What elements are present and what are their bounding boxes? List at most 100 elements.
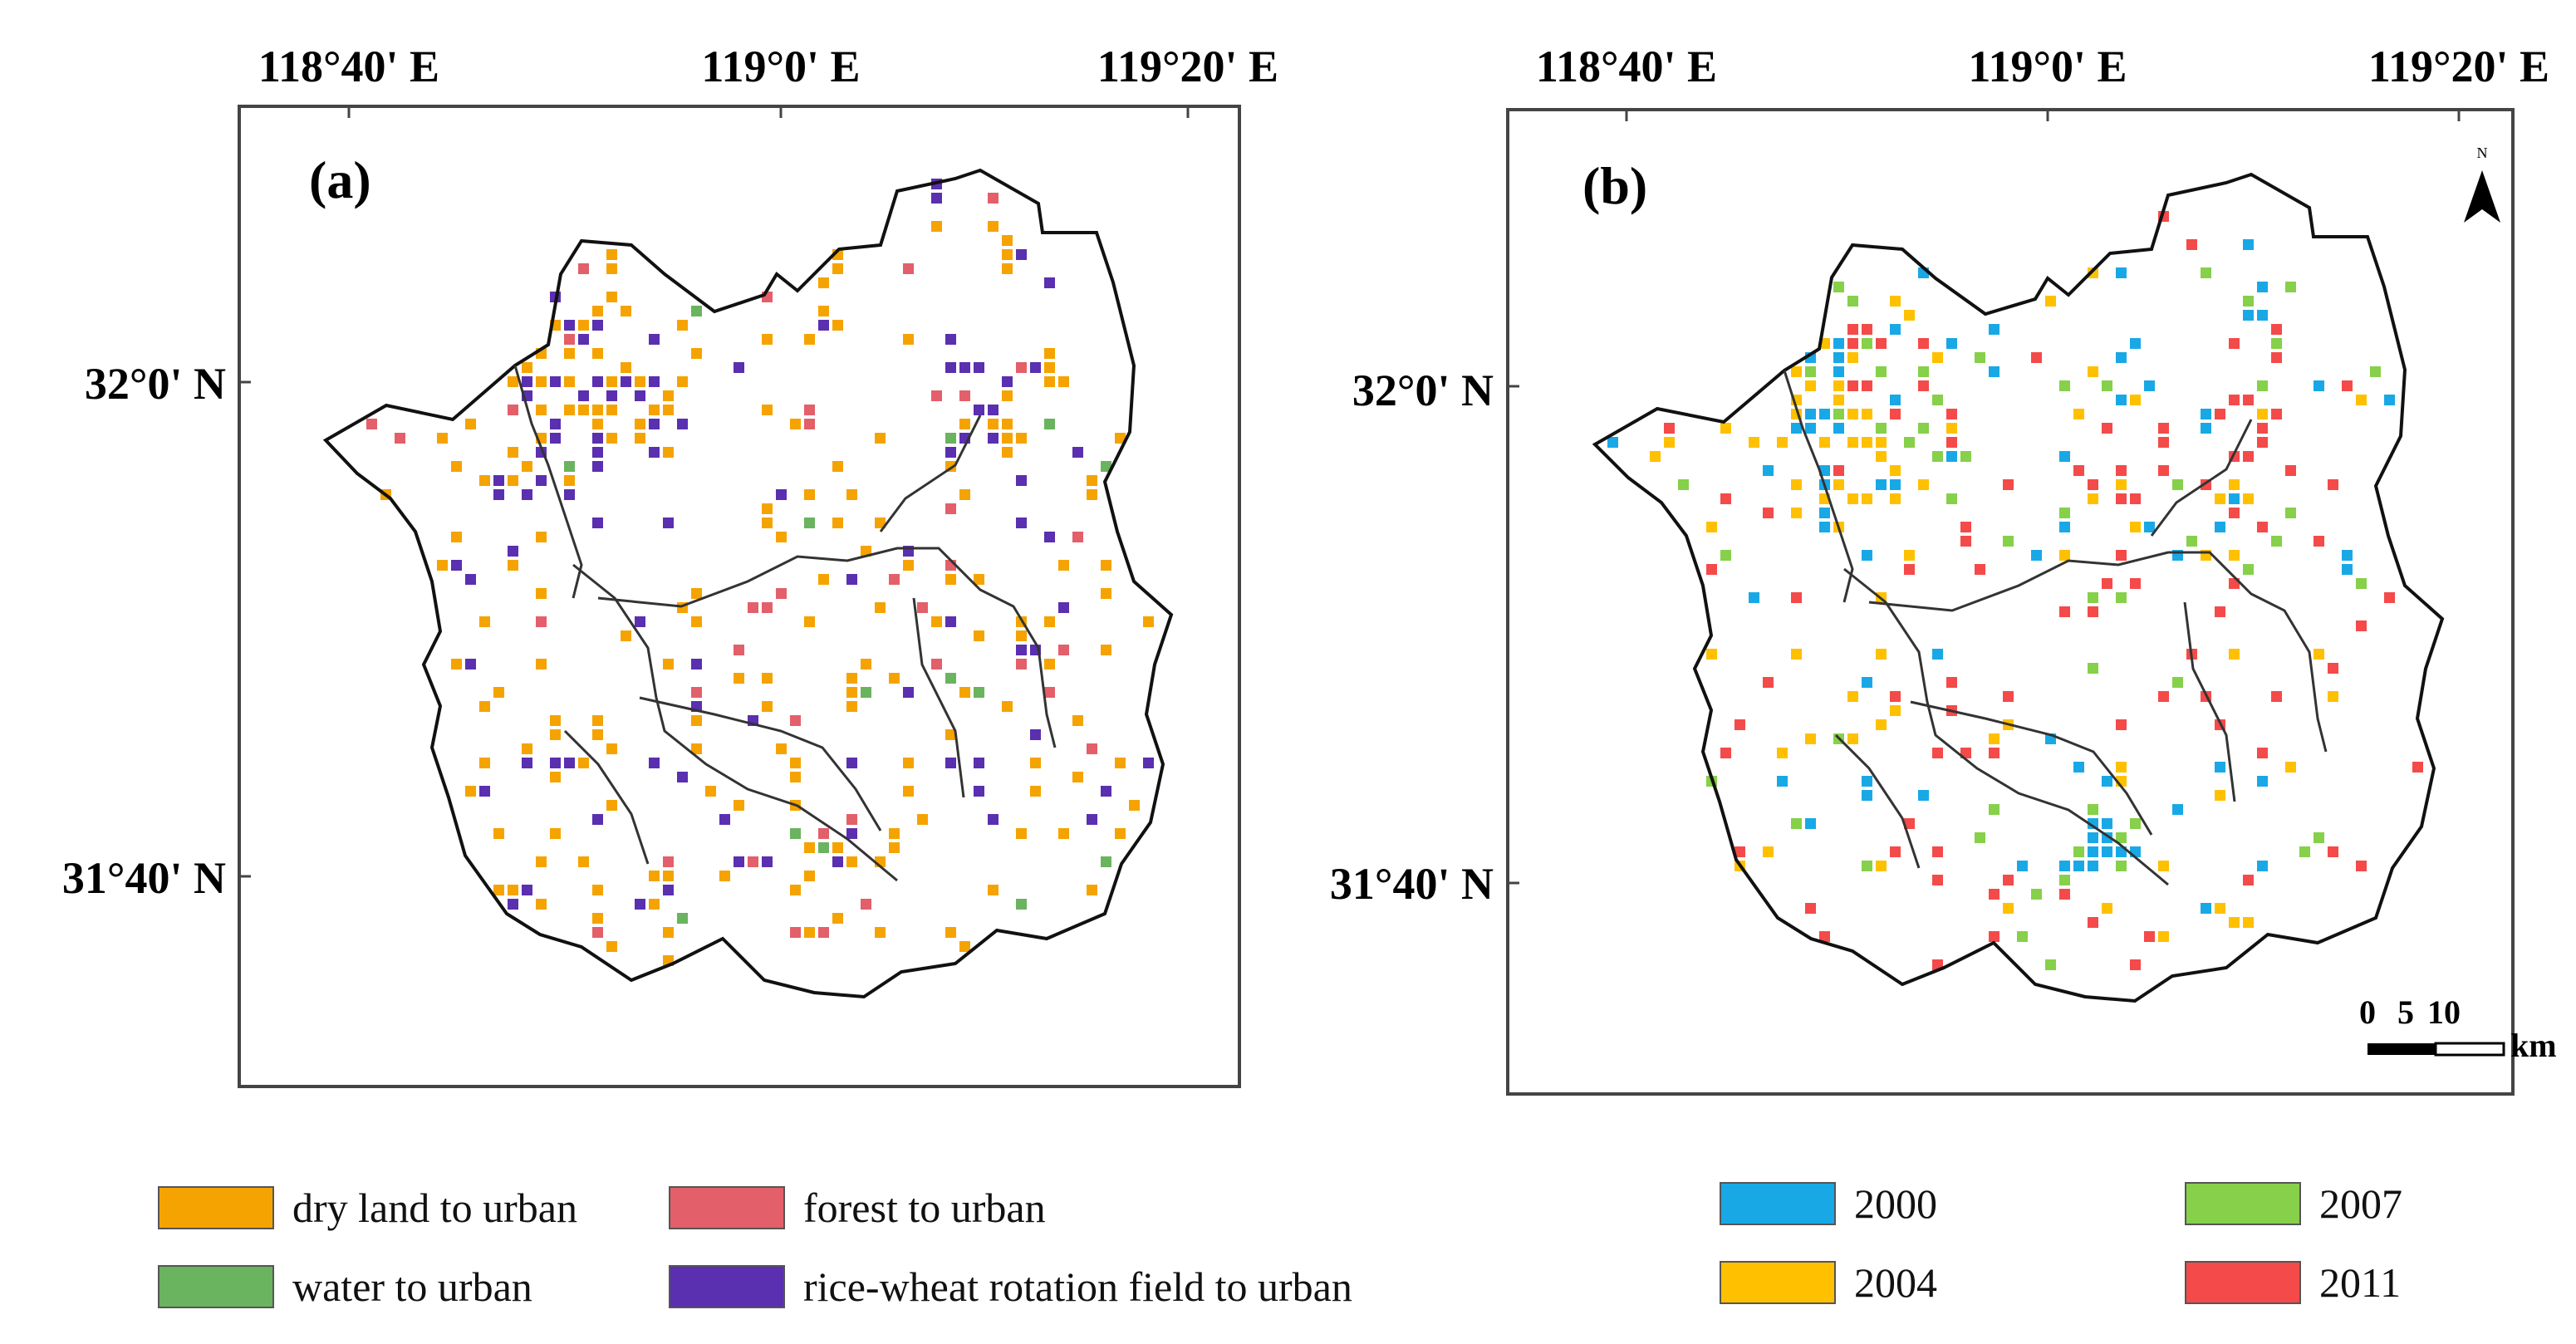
urbanization-year-cell <box>2313 380 2324 391</box>
urbanization-year-cell <box>1819 465 1830 476</box>
land-change-cell <box>493 687 504 698</box>
urbanization-year-cell <box>1890 395 1901 405</box>
land-change-cell <box>536 856 547 867</box>
land-change-cell <box>663 517 674 528</box>
river-b <box>1910 700 2153 836</box>
urbanization-year-cell <box>1777 776 1788 787</box>
urbanization-year-cell <box>2059 875 2070 885</box>
land-change-cell <box>762 405 773 415</box>
urbanization-year-cell <box>1918 479 1929 490</box>
urbanization-year-cell <box>2356 578 2367 589</box>
river-a <box>912 597 965 798</box>
urbanization-year-cell <box>2243 451 2254 462</box>
urbanization-year-cell <box>1791 479 1802 490</box>
urbanization-year-cell <box>2243 564 2254 575</box>
urbanization-year-cell <box>1706 522 1717 532</box>
urbanization-year-cell <box>1847 296 1858 307</box>
urbanization-year-cell <box>1791 423 1802 434</box>
urbanization-year-cell <box>1876 366 1887 377</box>
lat-label-a: 32°0' N <box>85 359 226 409</box>
urbanization-year-cell <box>2003 903 2014 914</box>
land-change-cell <box>974 758 984 768</box>
urbanization-year-cell <box>1720 423 1731 434</box>
land-change-cell <box>564 461 575 472</box>
legend-label: dry land to urban <box>292 1185 577 1231</box>
land-change-cell <box>691 348 702 359</box>
urbanization-year-cell <box>2073 861 2084 871</box>
land-change-cell <box>677 376 688 387</box>
land-change-cell <box>592 447 603 458</box>
urbanization-year-cell <box>1749 592 1759 603</box>
legend-label: 2007 <box>2319 1180 2402 1227</box>
land-change-cell <box>479 701 490 712</box>
land-change-cell <box>564 376 575 387</box>
urbanization-year-cell <box>2102 380 2112 391</box>
river-b <box>2183 601 2236 802</box>
land-change-cell <box>1016 645 1027 655</box>
land-change-cell <box>592 517 603 528</box>
land-change-cell <box>366 419 377 429</box>
urbanization-year-cell <box>2102 818 2112 829</box>
panel-label-a: (a) <box>309 150 371 209</box>
land-change-cell <box>889 673 900 684</box>
urbanization-year-cell <box>2257 522 2268 532</box>
urbanization-year-cell <box>1763 846 1774 857</box>
land-change-cell <box>592 419 603 429</box>
land-change-cell <box>550 433 561 444</box>
land-change-cell <box>1101 588 1111 599</box>
land-change-cell <box>621 362 631 373</box>
land-change-cell <box>649 405 660 415</box>
urbanization-year-cell <box>2271 338 2282 349</box>
legend-swatch <box>1720 1182 1836 1225</box>
land-change-cell <box>493 489 504 500</box>
urbanization-year-cell <box>2215 522 2225 532</box>
land-change-cell <box>479 616 490 627</box>
urbanization-year-cell <box>1890 691 1901 702</box>
urbanization-year-cell <box>2243 395 2254 405</box>
urbanization-year-cell <box>2243 917 2254 928</box>
urbanization-year-cell <box>2356 395 2367 405</box>
urbanization-year-cells-b <box>1607 211 2423 970</box>
urbanization-year-cell <box>1777 437 1788 448</box>
urbanization-year-cell <box>1946 451 1957 462</box>
land-change-cell <box>875 433 886 444</box>
land-change-cell <box>988 221 999 232</box>
urbanization-year-cell <box>1862 550 1872 561</box>
urbanization-year-cell <box>2088 267 2098 278</box>
urbanization-year-cell <box>2116 592 2127 603</box>
urbanization-year-cell <box>1805 380 1816 391</box>
land-change-cell <box>479 758 490 768</box>
land-change-cell <box>606 249 617 260</box>
land-change-cell <box>945 334 956 345</box>
urbanization-year-cell <box>1805 733 1816 744</box>
land-change-cell <box>663 885 674 895</box>
urbanization-year-cell <box>1862 409 1872 419</box>
land-change-cell <box>564 320 575 331</box>
land-change-cell <box>917 602 928 613</box>
urbanization-year-cell <box>1946 437 1957 448</box>
river-a <box>572 563 898 882</box>
urbanization-year-cell <box>1876 451 1887 462</box>
urbanization-year-cell <box>1833 409 1844 419</box>
land-change-cell <box>550 376 561 387</box>
land-change-cell <box>903 334 914 345</box>
urbanization-year-cell <box>1890 493 1901 504</box>
urbanization-year-cell <box>2003 875 2014 885</box>
land-change-cell <box>1072 532 1083 542</box>
land-change-cell <box>931 659 942 670</box>
urbanization-year-cell <box>2313 832 2324 843</box>
land-change-cell <box>1087 489 1097 500</box>
urbanization-year-cell <box>1890 324 1901 335</box>
urbanization-year-cell <box>1735 846 1745 857</box>
land-change-cell <box>804 517 815 528</box>
land-change-cell <box>592 320 603 331</box>
urbanization-year-cell <box>1763 465 1774 476</box>
land-change-cell <box>606 390 617 401</box>
land-change-cell <box>493 885 504 895</box>
urbanization-year-cell <box>1918 380 1929 391</box>
river-b <box>1834 733 1921 869</box>
land-change-cell <box>917 814 928 825</box>
land-change-cell <box>649 419 660 429</box>
urbanization-year-cell <box>1904 310 1915 321</box>
urbanization-year-cell <box>1833 395 1844 405</box>
